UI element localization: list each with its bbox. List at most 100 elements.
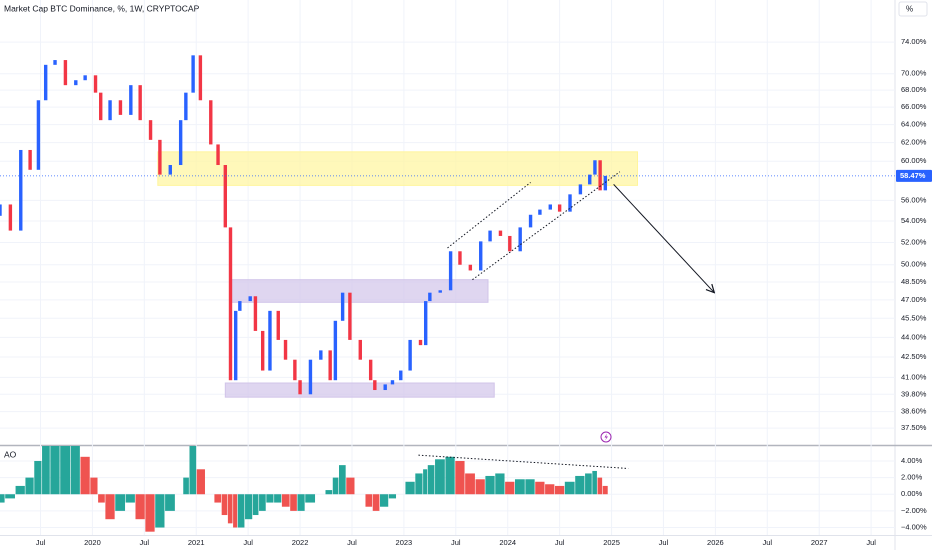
y-tick-label: 54.00%	[901, 216, 927, 225]
candle-body	[198, 55, 203, 101]
y-tick-label: 60.00%	[901, 156, 927, 165]
candle-body	[348, 292, 352, 340]
candle-body	[276, 310, 280, 340]
candle-body	[408, 339, 412, 371]
candle-body	[233, 310, 238, 381]
candle-body	[588, 174, 592, 185]
scale-button[interactable]	[898, 1, 928, 17]
ao-bar	[165, 494, 175, 511]
ao-bar	[98, 494, 105, 503]
candle-body	[423, 301, 428, 346]
candle-body	[458, 251, 462, 265]
ao-title: AO	[4, 449, 17, 459]
candle-body	[373, 380, 377, 391]
x-tick-label: Jul	[243, 538, 253, 547]
ao-bar	[423, 469, 428, 495]
ao-bar	[274, 494, 282, 503]
y-tick-label: 68.00%	[901, 85, 927, 94]
ao-bar	[372, 494, 380, 511]
candle-body	[216, 144, 220, 166]
candle-body	[438, 290, 442, 293]
y-tick-label: 66.00%	[901, 102, 927, 111]
candle-body	[557, 204, 562, 212]
candle-body	[0, 204, 2, 216]
ao-bar	[135, 494, 145, 520]
x-tick-label: 2024	[499, 538, 516, 547]
ao-bar	[266, 494, 274, 503]
y-tick-label: 37.50%	[901, 423, 927, 432]
y-tick-label: −4.00%	[901, 522, 927, 531]
candle-body	[328, 350, 332, 381]
ao-bar	[0, 494, 5, 503]
candle-body	[138, 85, 142, 121]
ao-bar	[525, 479, 535, 495]
candle-body	[283, 339, 288, 360]
ao-bar	[5, 494, 15, 499]
ao-bar	[221, 494, 228, 516]
ao-bar	[183, 477, 189, 495]
ao-bar	[505, 481, 515, 495]
ao-bar	[281, 494, 290, 507]
zone	[224, 382, 495, 398]
candle-body	[468, 264, 473, 271]
x-tick-label: Jul	[451, 538, 461, 547]
ao-bar	[60, 446, 71, 495]
trend-line	[472, 171, 621, 281]
candle-body	[498, 230, 503, 236]
x-tick-label: Jul	[36, 538, 46, 547]
ao-bar	[388, 494, 397, 499]
ao-bar	[15, 485, 25, 495]
candle-body	[308, 359, 313, 395]
candle-body	[298, 380, 302, 395]
candle-body	[418, 339, 423, 346]
candle-body	[36, 100, 41, 170]
candle-body	[93, 75, 98, 93]
ao-bar	[305, 494, 316, 503]
candle-body	[598, 160, 602, 191]
candle-body	[63, 60, 68, 86]
candle-body	[383, 384, 387, 391]
ao-bar	[465, 473, 475, 495]
candle-body	[191, 55, 195, 93]
candle-body	[28, 149, 32, 170]
candle-body	[99, 92, 103, 121]
candle-body	[8, 204, 13, 231]
candle-body	[83, 75, 87, 81]
y-tick-label: 42.50%	[901, 352, 927, 361]
ao-bar	[332, 477, 339, 495]
ao-bar	[445, 456, 455, 495]
candle-body	[260, 330, 265, 371]
candle-body	[223, 165, 228, 228]
ao-bar	[592, 470, 597, 495]
last-price-box	[896, 169, 932, 182]
candle-body	[448, 251, 453, 291]
ao-bar	[189, 446, 197, 495]
x-tick-label: Jul	[555, 538, 565, 547]
candle-body	[603, 175, 608, 191]
y-tick-label: 47.00%	[901, 295, 927, 304]
scale-icon[interactable]: %	[906, 5, 913, 14]
ao-bar	[427, 465, 435, 495]
ao-bar	[196, 469, 205, 495]
candle-body	[578, 184, 583, 195]
candle-body	[319, 350, 323, 360]
ao-bar	[514, 479, 525, 495]
candle-body	[518, 227, 522, 252]
ao-bar	[70, 446, 80, 495]
ao-bar	[475, 479, 485, 495]
candle-body	[293, 359, 297, 381]
candle-body	[390, 380, 395, 385]
y-tick-label: 41.00%	[901, 372, 927, 381]
ao-bar	[297, 494, 305, 511]
zone	[157, 151, 639, 186]
candle-body	[333, 320, 338, 381]
ao-bar	[145, 494, 155, 532]
ao-bar	[564, 481, 575, 495]
candle-body	[118, 100, 123, 115]
candle-body	[548, 204, 552, 210]
y-tick-label: 50.00%	[901, 260, 927, 269]
candle-body	[568, 194, 572, 212]
x-tick-label: 2020	[84, 538, 101, 547]
y-tick-label: 64.00%	[901, 120, 927, 129]
